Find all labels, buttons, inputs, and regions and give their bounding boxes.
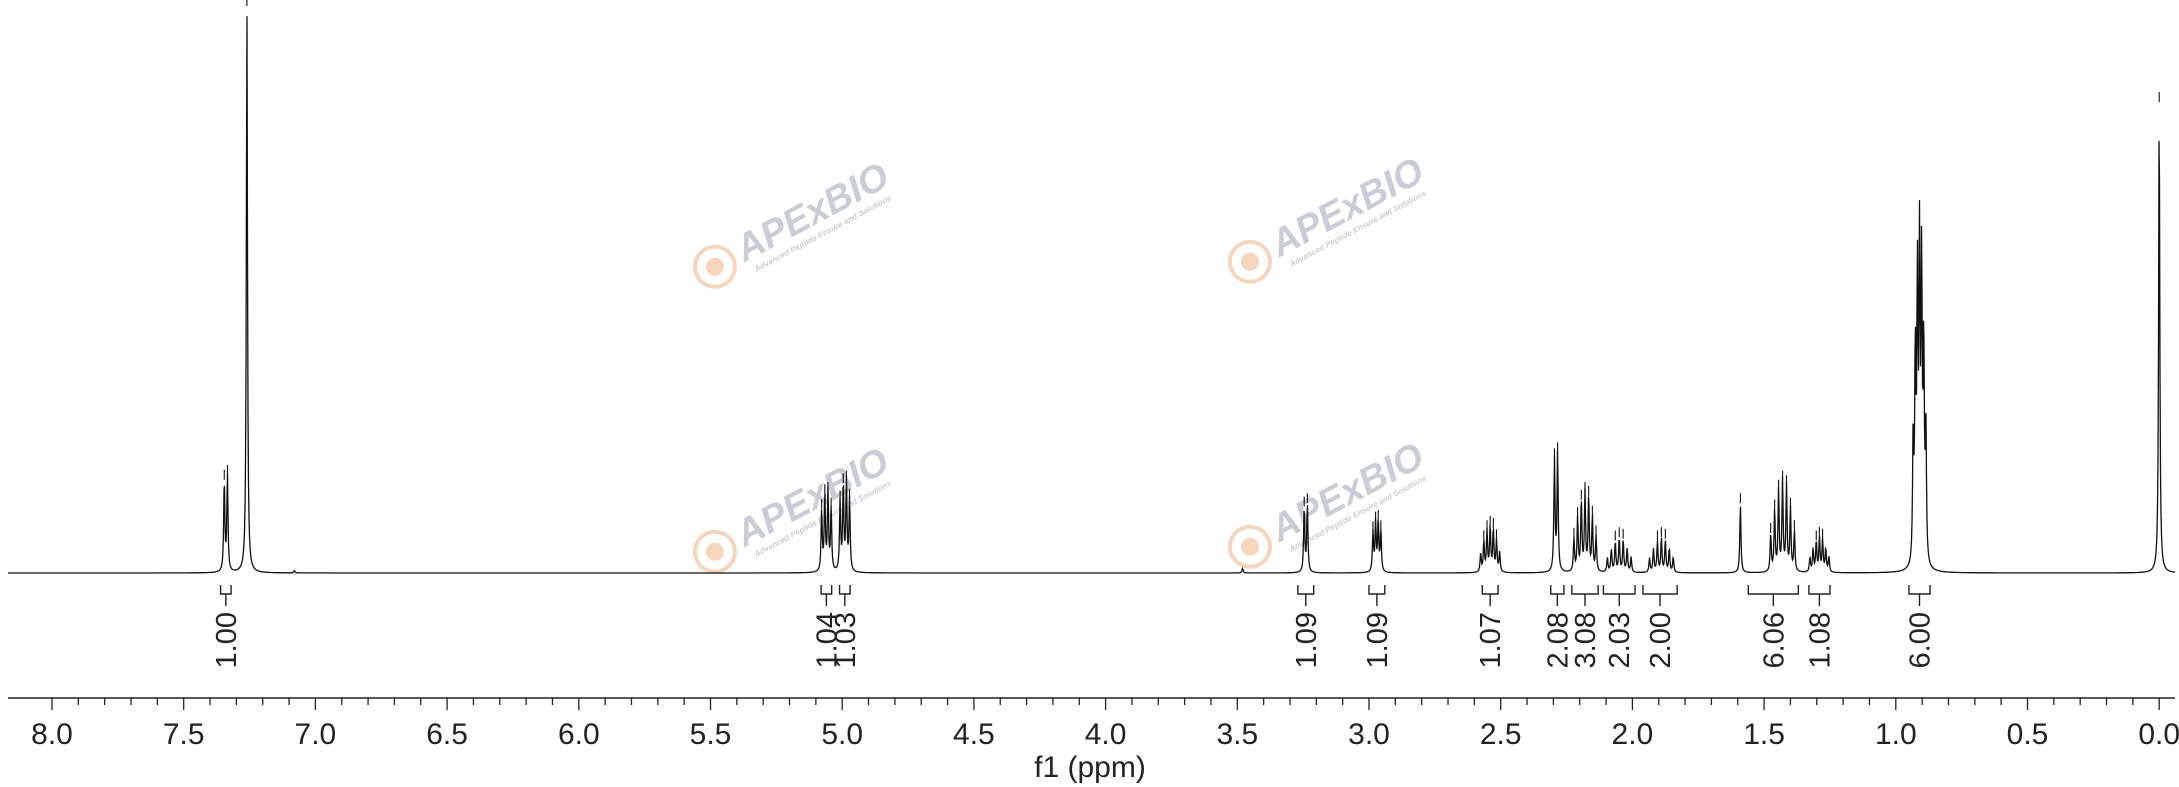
integral: 1.08 xyxy=(1804,585,1836,668)
integral-value-label: 1.07 xyxy=(1475,612,1507,668)
x-tick-label: 2.0 xyxy=(1612,718,1654,751)
x-tick-label: 7.5 xyxy=(163,718,205,751)
x-tick-label: 2.5 xyxy=(1480,718,1522,751)
integral-bracket xyxy=(1602,585,1636,606)
x-tick-label: 8.0 xyxy=(31,718,73,751)
integral-bracket xyxy=(820,585,833,606)
peak-markers xyxy=(223,0,2160,541)
integral: 1.07 xyxy=(1475,585,1507,668)
spectrum-trace xyxy=(8,16,2176,574)
integral: 2.08 xyxy=(1542,585,1574,668)
x-tick-label: 1.5 xyxy=(1743,718,1785,751)
integral-value-label: 1.00 xyxy=(211,612,243,668)
integral-value-label: 1.08 xyxy=(1804,612,1836,668)
x-axis-ticks: 8.0 7.5 7.0 6.5 6.0 5.5 5.0 4.5 4.0 3.5 3.0 2.5 2.0 1… xyxy=(31,698,2179,751)
x-axis-title: f1 (ppm) xyxy=(1034,751,1146,784)
integral-value-label: 3.08 xyxy=(1570,612,1602,668)
integral: 1.09 xyxy=(1362,585,1394,668)
integral-value-label: 1.03 xyxy=(830,612,862,668)
integral: 1.09 xyxy=(1291,585,1323,668)
integral-bracket xyxy=(1297,585,1315,606)
x-tick-label: 3.0 xyxy=(1348,718,1390,751)
x-tick-label: 4.0 xyxy=(1085,718,1127,751)
integral-bracket xyxy=(1481,585,1499,606)
integral-bracket xyxy=(1642,585,1678,606)
x-tick-label: 5.5 xyxy=(690,718,732,751)
integral: 1.03 xyxy=(830,585,862,668)
x-tick-label: 7.0 xyxy=(295,718,337,751)
apexbio-logo-icon xyxy=(692,529,737,574)
x-tick-label: 1.0 xyxy=(1875,718,1917,751)
integral-value-label: 1.09 xyxy=(1362,612,1394,668)
x-tick-label: 5.0 xyxy=(821,718,863,751)
integral-value-label: 2.00 xyxy=(1645,612,1677,668)
integral-bracket xyxy=(1571,585,1599,606)
integral-bracket xyxy=(1368,585,1386,606)
integral: 6.00 xyxy=(1905,585,1937,668)
integral-value-label: 2.03 xyxy=(1604,612,1636,668)
integral: 3.08 xyxy=(1570,585,1602,668)
integral-bracket xyxy=(1747,585,1800,606)
x-tick-label: 4.5 xyxy=(953,718,995,751)
x-tick-label: 6.0 xyxy=(558,718,600,751)
integral-value-label: 1.04 xyxy=(811,612,843,668)
x-tick-label: 0.5 xyxy=(2007,718,2049,751)
apexbio-logo-icon xyxy=(692,244,737,289)
apexbio-logo-icon xyxy=(1227,239,1272,284)
x-tick-label: 3.5 xyxy=(1216,718,1258,751)
integral: 2.03 xyxy=(1602,585,1636,668)
integral-value-label: 6.00 xyxy=(1905,612,1937,668)
integral: 1.00 xyxy=(211,585,243,668)
integral-bracket xyxy=(1908,585,1931,606)
integral: 1.04 xyxy=(811,585,843,668)
x-tick-label: 0.0 xyxy=(2138,718,2179,751)
integral-annotations: 1.00 1.041.03 1.09 1.09 1.07 2.083.08 2.03 2.00… xyxy=(211,585,1937,668)
integral-value-label: 6.06 xyxy=(1758,612,1790,668)
integral-bracket xyxy=(838,585,851,606)
x-tick-label: 6.5 xyxy=(426,718,468,751)
apexbio-logo-icon xyxy=(1227,524,1272,569)
integral-bracket xyxy=(1550,585,1565,606)
integral: 2.00 xyxy=(1642,585,1678,668)
integral: 6.06 xyxy=(1747,585,1800,668)
integral-value-label: 2.08 xyxy=(1542,612,1574,668)
integral-bracket xyxy=(219,585,232,606)
integral-bracket xyxy=(1808,585,1831,606)
integral-value-label: 1.09 xyxy=(1291,612,1323,668)
